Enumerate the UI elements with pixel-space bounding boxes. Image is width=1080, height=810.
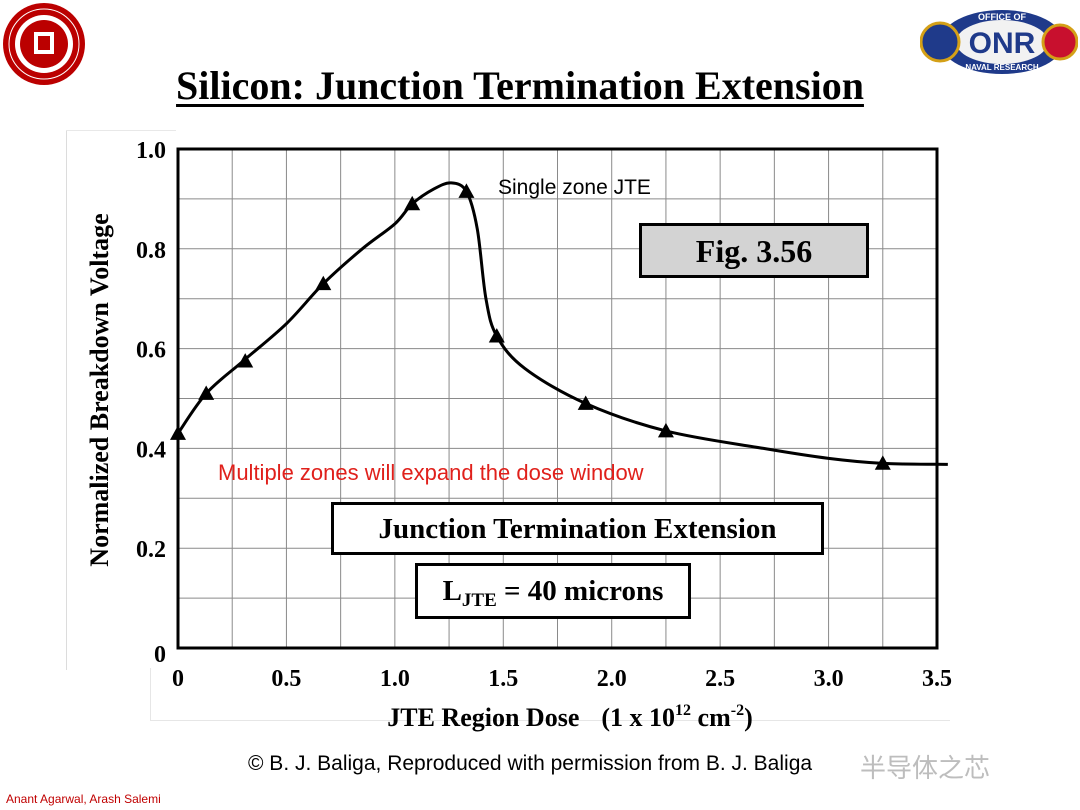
data-point-triangle xyxy=(198,385,215,400)
data-point-triangle xyxy=(657,422,674,438)
series-curve xyxy=(176,181,948,466)
data-point-triangle xyxy=(458,183,475,198)
y-tick-label: 0.2 xyxy=(136,537,166,563)
plot-area-frame xyxy=(176,147,939,650)
data-point-triangle xyxy=(488,328,505,343)
y-tick-label: 0.8 xyxy=(136,238,166,264)
y-tick-label: 0.6 xyxy=(136,338,166,364)
y-tick-label: 1.0 xyxy=(136,138,166,164)
x-tick-label: 2.0 xyxy=(597,666,627,692)
authors-text: Anant Agarwal, Arash Salemi xyxy=(6,792,161,806)
data-point-triangle xyxy=(577,395,594,410)
x-axis-units-exp: 12 xyxy=(675,702,691,719)
data-point-triangle xyxy=(404,195,421,211)
x-tick-label: 0 xyxy=(172,666,184,692)
x-tick-label: 3.0 xyxy=(814,666,844,692)
x-axis-label: JTE Region Dose (1 x 1012 cm-2) xyxy=(387,702,753,732)
scan-frame-bottom xyxy=(150,720,950,721)
x-axis-units-suffix: ) xyxy=(744,703,753,732)
onr-logo: OFFICE OF ONR NAVAL RESEARCH xyxy=(920,10,1078,74)
x-tick-label: 3.5 xyxy=(922,666,952,692)
x-tick-label: 2.5 xyxy=(705,666,735,692)
scan-frame-top xyxy=(66,130,176,131)
x-axis-units-mid: cm xyxy=(691,703,731,732)
x-axis-units-exp2: -2 xyxy=(731,702,744,719)
jte-title-box: Junction Termination Extension xyxy=(331,502,824,555)
y-tick-label: 0.4 xyxy=(136,437,166,463)
copyright-text: © B. J. Baliga, Reproduced with permissi… xyxy=(248,752,813,775)
svg-text:OFFICE OF: OFFICE OF xyxy=(978,12,1026,22)
ljte-prefix: L xyxy=(442,575,462,607)
ljte-subscript: JTE xyxy=(461,590,497,611)
x-tick-label: 0.5 xyxy=(271,666,301,692)
slide-title: Silicon: Junction Termination Extension xyxy=(176,63,864,108)
x-axis-units-prefix: (1 x 10 xyxy=(601,703,675,732)
data-point-triangle xyxy=(237,353,254,368)
ohio-state-seal-logo xyxy=(3,3,85,85)
axis-ticks: 0 0.5 1.0 1.5 2.0 2.5 3.0 3.5 0 0.2 0.4 0.6 0.8 1.0 xyxy=(136,138,952,692)
svg-text:ONR: ONR xyxy=(969,27,1036,60)
scan-frame-bottom-left xyxy=(150,668,151,720)
watermark-text: 半导体之芯 xyxy=(860,754,991,784)
ljte-box: LJTE = 40 microns xyxy=(415,563,691,619)
x-tick-label: 1.0 xyxy=(380,666,410,692)
y-tick-label: 0 xyxy=(154,642,166,668)
annotation-multiple-zones: Multiple zones will expand the dose wind… xyxy=(218,460,644,485)
svg-text:NAVAL RESEARCH: NAVAL RESEARCH xyxy=(965,63,1039,72)
data-point-triangle xyxy=(874,455,891,470)
x-axis-label-name: JTE Region Dose xyxy=(387,703,579,732)
scan-frame-left xyxy=(66,130,67,670)
annotation-single-zone: Single zone JTE xyxy=(498,176,651,199)
x-tick-label: 1.5 xyxy=(488,666,518,692)
data-point-triangle xyxy=(315,275,332,291)
figure-label-box: Fig. 3.56 xyxy=(639,223,869,278)
series-markers xyxy=(170,183,891,470)
ljte-suffix: = 40 microns xyxy=(496,575,664,607)
data-point-triangle xyxy=(170,425,186,440)
y-axis-label: Normalized Breakdown Voltage xyxy=(85,213,114,566)
